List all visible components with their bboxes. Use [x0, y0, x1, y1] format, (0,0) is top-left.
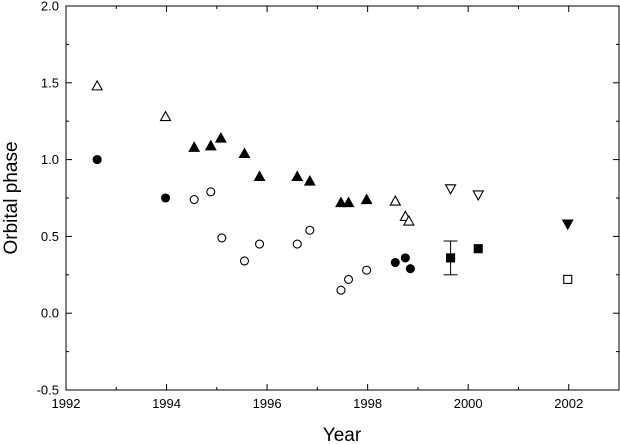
data-point-triangle-up-open	[91, 79, 104, 91]
x-tick-label: 1994	[152, 396, 181, 411]
data-point-triangle-down-open	[444, 184, 457, 195]
plot-frame	[65, 5, 620, 391]
data-point-circle-open	[206, 187, 216, 197]
x-tick-labels: 1992 1994 1996 1998 2000 2002	[52, 396, 584, 411]
data-point-circle-open	[336, 285, 346, 295]
x-tick-label: 1992	[52, 396, 81, 411]
x-tick-label: 1998	[353, 396, 382, 411]
data-point-circle-filled	[405, 264, 415, 274]
data-markers	[91, 79, 574, 295]
data-point-circle-open	[217, 233, 227, 243]
data-point-circle-open	[362, 265, 372, 275]
data-point-circle-open	[343, 274, 354, 284]
x-axis-title: Year	[323, 425, 362, 444]
y-tick-label: 2.0	[41, 0, 59, 14]
data-point-triangle-up-filled	[214, 131, 227, 143]
axis-ticks	[65, 5, 620, 391]
data-point-square-filled	[446, 253, 456, 263]
data-point-triangle-up-open	[159, 110, 172, 122]
x-tick-label: 1996	[253, 396, 282, 411]
data-point-circle-open	[292, 239, 302, 249]
data-point-circle-open	[239, 256, 250, 266]
data-point-circle-open	[305, 225, 315, 235]
data-point-circle-open	[254, 239, 265, 249]
data-point-triangle-up-filled	[188, 141, 201, 152]
y-tick-label: 0.0	[41, 306, 59, 321]
data-point-triangle-up-filled	[291, 170, 304, 182]
x-tick-label: 2000	[454, 396, 483, 411]
data-point-circle-filled	[390, 257, 400, 268]
data-point-circle-filled	[92, 155, 102, 165]
data-point-triangle-up-filled	[204, 139, 217, 151]
data-point-triangle-up-filled	[342, 196, 355, 208]
data-point-triangle-up-filled	[238, 147, 251, 159]
y-tick-label: 0.5	[41, 229, 59, 244]
data-point-triangle-up-open	[389, 194, 402, 206]
data-point-triangle-up-filled	[360, 193, 373, 205]
data-point-triangle-up-filled	[303, 174, 316, 186]
data-point-circle-open	[189, 194, 199, 205]
data-point-triangle-down-filled	[561, 219, 574, 231]
data-point-triangle-up-filled	[335, 196, 347, 208]
y-tick-label: 1.0	[41, 152, 59, 167]
x-tick-label: 2002	[554, 396, 583, 411]
y-tick-label: 1.5	[41, 75, 59, 90]
data-point-triangle-down-open	[472, 190, 485, 202]
data-point-circle-filled	[400, 253, 410, 263]
data-point-square-filled	[473, 244, 483, 254]
data-point-circle-filled	[160, 193, 171, 203]
y-tick-labels: -0.5 0.0 0.5 1.0 1.5 2.0	[37, 0, 59, 398]
data-point-triangle-up-filled	[253, 170, 266, 182]
data-point-triangle-up-open	[402, 214, 415, 226]
y-axis-title: Orbital phase	[1, 141, 22, 254]
y-tick-label: -0.5	[37, 383, 59, 398]
data-point-square-open	[563, 274, 573, 284]
